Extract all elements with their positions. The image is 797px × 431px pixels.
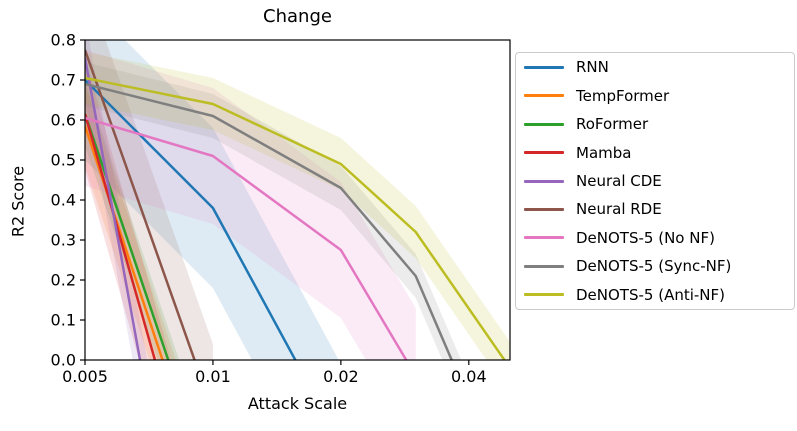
legend-label: RNN	[576, 58, 609, 77]
legend-label: Neural CDE	[576, 172, 662, 190]
y-tick-label: 0.7	[51, 71, 76, 90]
legend-label: Mamba	[576, 143, 632, 162]
y-tick-label: 0.6	[51, 111, 76, 130]
series-line	[85, 116, 408, 360]
legend-line-swatch	[524, 236, 564, 240]
y-tick-label: 0.8	[51, 31, 76, 50]
series-line	[85, 79, 297, 360]
legend-label: DeNOTS-5 (No NF)	[576, 228, 715, 247]
series-line	[85, 49, 196, 360]
confidence-band	[85, 52, 510, 360]
legend-line-swatch	[524, 264, 564, 268]
x-tick-label: 0.02	[323, 367, 359, 386]
legend-item: DeNOTS-5 (No NF)	[524, 224, 788, 252]
confidence-band	[85, 40, 339, 360]
confidence-band	[85, 62, 462, 360]
confidence-band	[85, 82, 180, 360]
legend-item: DeNOTS-5 (Sync-NF)	[524, 252, 788, 280]
y-tick-label: 0.3	[51, 231, 76, 250]
legend-item: Neural RDE	[524, 195, 788, 223]
confidence-band	[85, 58, 171, 360]
x-tick-label: 0.005	[62, 367, 108, 386]
legend-line-swatch	[524, 94, 564, 98]
legend-line-swatch	[524, 207, 564, 211]
legend-label: Neural RDE	[576, 200, 662, 219]
series-line	[85, 113, 157, 360]
legend-item: RNN	[524, 53, 788, 81]
legend-line-swatch	[524, 151, 564, 155]
legend: RNN TempFormer RoFormer Mamba Neural CDE…	[515, 52, 795, 310]
y-tick-label: 0.0	[51, 351, 76, 370]
series-line	[85, 57, 142, 360]
legend-label: DeNOTS-5 (Anti-NF)	[576, 285, 725, 304]
y-tick-label: 0.1	[51, 311, 76, 330]
legend-line-swatch	[524, 122, 564, 126]
x-tick-label: 0.04	[451, 367, 487, 386]
confidence-band	[85, 50, 416, 360]
x-axis-label: Attack Scale	[247, 394, 348, 413]
legend-item: RoFormer	[524, 110, 788, 138]
series-line	[85, 82, 454, 360]
x-tick-label: 0.01	[195, 367, 231, 386]
legend-item: TempFormer	[524, 82, 788, 110]
legend-line-swatch	[524, 293, 564, 297]
y-tick-label: 0.5	[51, 151, 76, 170]
legend-item: Mamba	[524, 138, 788, 166]
chart-title: Change	[263, 6, 332, 27]
y-tick-label: 0.4	[51, 191, 76, 210]
series-line	[85, 76, 506, 360]
legend-line-swatch	[524, 179, 564, 183]
legend-label: DeNOTS-5 (Sync-NF)	[576, 257, 732, 276]
legend-label: TempFormer	[576, 86, 670, 105]
legend-item: Neural CDE	[524, 167, 788, 195]
legend-line-swatch	[524, 65, 564, 69]
confidence-band	[85, 40, 213, 360]
legend-label: RoFormer	[576, 115, 649, 134]
legend-item: DeNOTS-5 (Anti-NF)	[524, 280, 788, 308]
y-tick-label: 0.2	[51, 271, 76, 290]
